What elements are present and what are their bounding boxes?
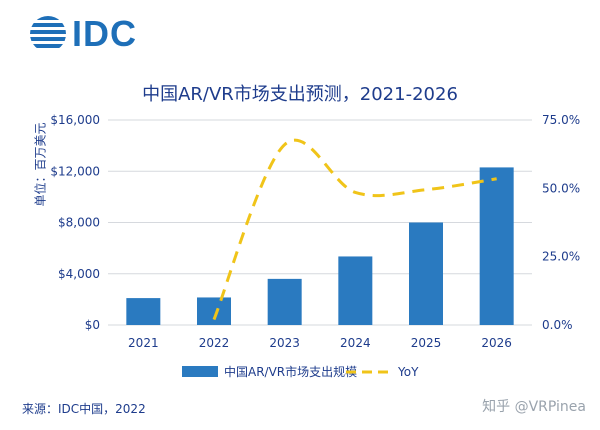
source-note: 来源：IDC中国，2022 [22,402,146,416]
y2-tick-label: 50.0% [542,181,580,195]
watermark: 知乎 @VRPinea [482,399,586,415]
bar [338,256,373,325]
bar [126,298,161,325]
bar [197,297,231,325]
x-tick-label: 2021 [128,336,159,350]
bar [267,278,302,325]
y-tick-label: $0 [85,318,100,332]
logo: IDC [28,13,137,54]
legend-label-line: YoY [397,365,419,379]
x-tick-label: 2025 [411,336,442,350]
x-tick-label: 2024 [340,336,371,350]
y-tick-label: $4,000 [58,267,100,281]
x-tick-label: 2026 [481,336,512,350]
y-tick-label: $8,000 [58,216,100,230]
legend-label-bars: 中国AR/VR市场支出规模 [224,364,357,379]
y2-tick-label: 25.0% [542,250,580,264]
legend-swatch-bars [182,366,218,377]
y2-tick-label: 75.0% [542,113,580,127]
chart-title: 中国AR/VR市场支出预测，2021-2026 [142,84,458,105]
yoy-line [212,138,497,321]
bar [409,222,443,325]
logo-text: IDC [72,13,137,54]
y-tick-label: $16,000 [50,113,100,127]
y2-tick-label: 0.0% [542,318,573,332]
x-tick-label: 2022 [199,336,230,350]
globe-stripes-icon [30,16,66,48]
bar [479,167,514,325]
x-tick-label: 2023 [269,336,300,350]
y-tick-label: $12,000 [50,164,100,178]
